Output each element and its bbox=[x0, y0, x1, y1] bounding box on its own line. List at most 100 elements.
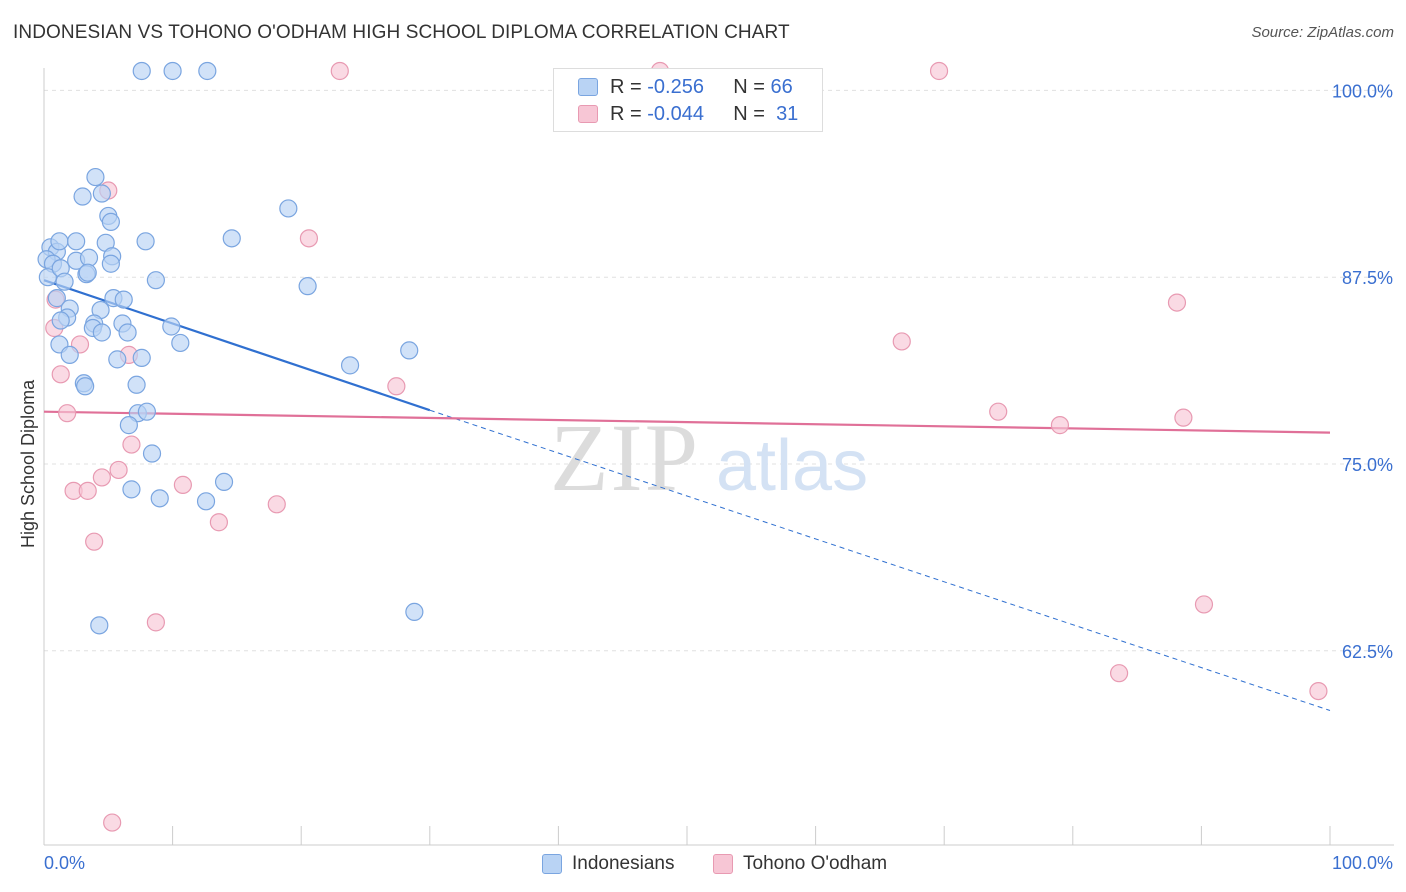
indonesian-point bbox=[86, 167, 105, 187]
tick-labels: 100.0% 87.5% 75.0% 62.5% 0.0% 100.0% bbox=[44, 81, 1393, 873]
tohono-point bbox=[299, 229, 319, 248]
indonesian-point bbox=[150, 489, 169, 508]
indonesian-point bbox=[196, 492, 216, 511]
tohono-point bbox=[929, 61, 949, 81]
indonesian-point bbox=[78, 263, 97, 282]
tohono-point bbox=[330, 61, 349, 81]
legend-n-value: 31 bbox=[776, 102, 799, 125]
indonesian-point bbox=[101, 254, 120, 273]
tohono-point bbox=[109, 460, 128, 480]
legend-swatch-pink bbox=[578, 105, 598, 123]
indonesian-point bbox=[279, 199, 298, 218]
indonesian-point bbox=[137, 402, 156, 421]
indonesian-point bbox=[73, 187, 92, 206]
indonesian-point bbox=[122, 480, 141, 499]
legend-row-tohono: R = -0.044 N = 31 bbox=[578, 102, 798, 126]
indonesian-point bbox=[92, 323, 111, 342]
indonesian-point bbox=[119, 416, 138, 435]
tohono-point bbox=[1194, 595, 1214, 614]
legend-r-value: -0.256 bbox=[647, 75, 704, 98]
grid-layer bbox=[44, 89, 1394, 652]
tohono-point bbox=[1050, 416, 1070, 435]
legend-n-label: N = bbox=[733, 75, 765, 98]
tohono-point bbox=[173, 475, 192, 494]
indonesian-point bbox=[132, 348, 151, 367]
indonesian-point bbox=[55, 272, 74, 291]
tohono-point bbox=[1167, 293, 1187, 312]
indonesian-point bbox=[162, 317, 181, 336]
tohono-point bbox=[892, 332, 911, 351]
tohono-point bbox=[103, 813, 122, 832]
tohono-point bbox=[209, 513, 228, 532]
correlation-legend: R = -0.256 N = 66 R = -0.044 N = 31 bbox=[553, 68, 823, 132]
tohono-point bbox=[387, 377, 406, 396]
indonesian-point bbox=[171, 333, 190, 353]
legend-swatch-blue bbox=[578, 78, 598, 96]
bottom-swatch-blue bbox=[542, 854, 562, 874]
indonesian-point bbox=[51, 311, 70, 330]
tohono-points bbox=[45, 61, 1328, 832]
y-tick-label: 100.0% bbox=[1332, 81, 1393, 101]
indonesian-point bbox=[47, 289, 66, 308]
y-tick-label: 87.5% bbox=[1342, 268, 1393, 288]
indonesian-point bbox=[60, 345, 79, 364]
legend-r-label: R = bbox=[610, 75, 642, 98]
bottom-swatch-pink bbox=[713, 854, 733, 874]
indonesian-point bbox=[50, 232, 69, 251]
indonesian-point bbox=[114, 290, 133, 309]
indonesian-point bbox=[136, 232, 155, 251]
y-tick-label: 75.0% bbox=[1342, 455, 1393, 475]
bottom-legend-indonesians: Indonesians bbox=[542, 850, 674, 878]
indonesian-point bbox=[214, 472, 234, 492]
indonesian-point bbox=[405, 602, 424, 622]
tohono-point bbox=[122, 435, 141, 454]
indonesian-point bbox=[118, 323, 137, 342]
tohono-point bbox=[146, 613, 165, 632]
y-tick-label: 62.5% bbox=[1342, 642, 1393, 662]
bottom-legend-label: Indonesians bbox=[572, 853, 675, 874]
x-tick-label: 100.0% bbox=[1332, 853, 1393, 873]
indonesian-point bbox=[198, 61, 217, 81]
indonesian-point bbox=[101, 212, 120, 232]
indonesian-point bbox=[90, 616, 109, 635]
indonesian-point bbox=[108, 350, 127, 369]
y-axis-label: High School Diploma bbox=[18, 379, 38, 548]
indonesian-point bbox=[76, 377, 95, 396]
legend-row-indonesians: R = -0.256 N = 66 bbox=[578, 75, 793, 99]
indonesian-point bbox=[163, 61, 182, 81]
tohono-point bbox=[989, 402, 1008, 421]
tohono-point bbox=[78, 481, 97, 500]
legend-r-label: R = bbox=[610, 102, 642, 125]
source-label: Source: ZipAtlas.com bbox=[1251, 24, 1394, 41]
tohono-point bbox=[51, 365, 70, 384]
indonesian-point bbox=[67, 232, 86, 251]
indonesian-point bbox=[222, 229, 241, 248]
legend-n-value: 66 bbox=[770, 75, 793, 98]
indonesian-point bbox=[400, 341, 419, 360]
indonesian-point bbox=[298, 277, 317, 296]
indonesian-point bbox=[132, 61, 151, 81]
tohono-point bbox=[1309, 681, 1328, 701]
tohono-trend-line bbox=[43, 410, 1331, 434]
tohono-point bbox=[1109, 664, 1129, 683]
bottom-legend-label: Tohono O'odham bbox=[743, 853, 888, 874]
indonesian-point bbox=[340, 356, 360, 375]
tohono-point bbox=[85, 532, 104, 551]
indonesian-trend-line bbox=[43, 279, 431, 412]
chart-title: INDONESIAN VS TOHONO O'ODHAM HIGH SCHOOL… bbox=[13, 22, 790, 43]
indonesian-point bbox=[92, 184, 111, 203]
indonesian-point bbox=[127, 375, 146, 394]
axis-layer bbox=[43, 68, 1394, 846]
tohono-point bbox=[267, 495, 286, 514]
legend-r-value: -0.044 bbox=[647, 102, 704, 125]
tohono-point bbox=[58, 404, 77, 423]
tohono-point bbox=[92, 468, 111, 487]
tohono-point bbox=[1174, 408, 1193, 427]
indonesian-points bbox=[37, 61, 424, 635]
indonesian-point bbox=[142, 444, 162, 463]
bottom-legend-tohono: Tohono O'odham bbox=[713, 850, 887, 878]
legend-n-label: N = bbox=[733, 102, 765, 125]
watermark-atlas: atlas bbox=[716, 426, 868, 506]
indonesian-point bbox=[38, 268, 57, 287]
